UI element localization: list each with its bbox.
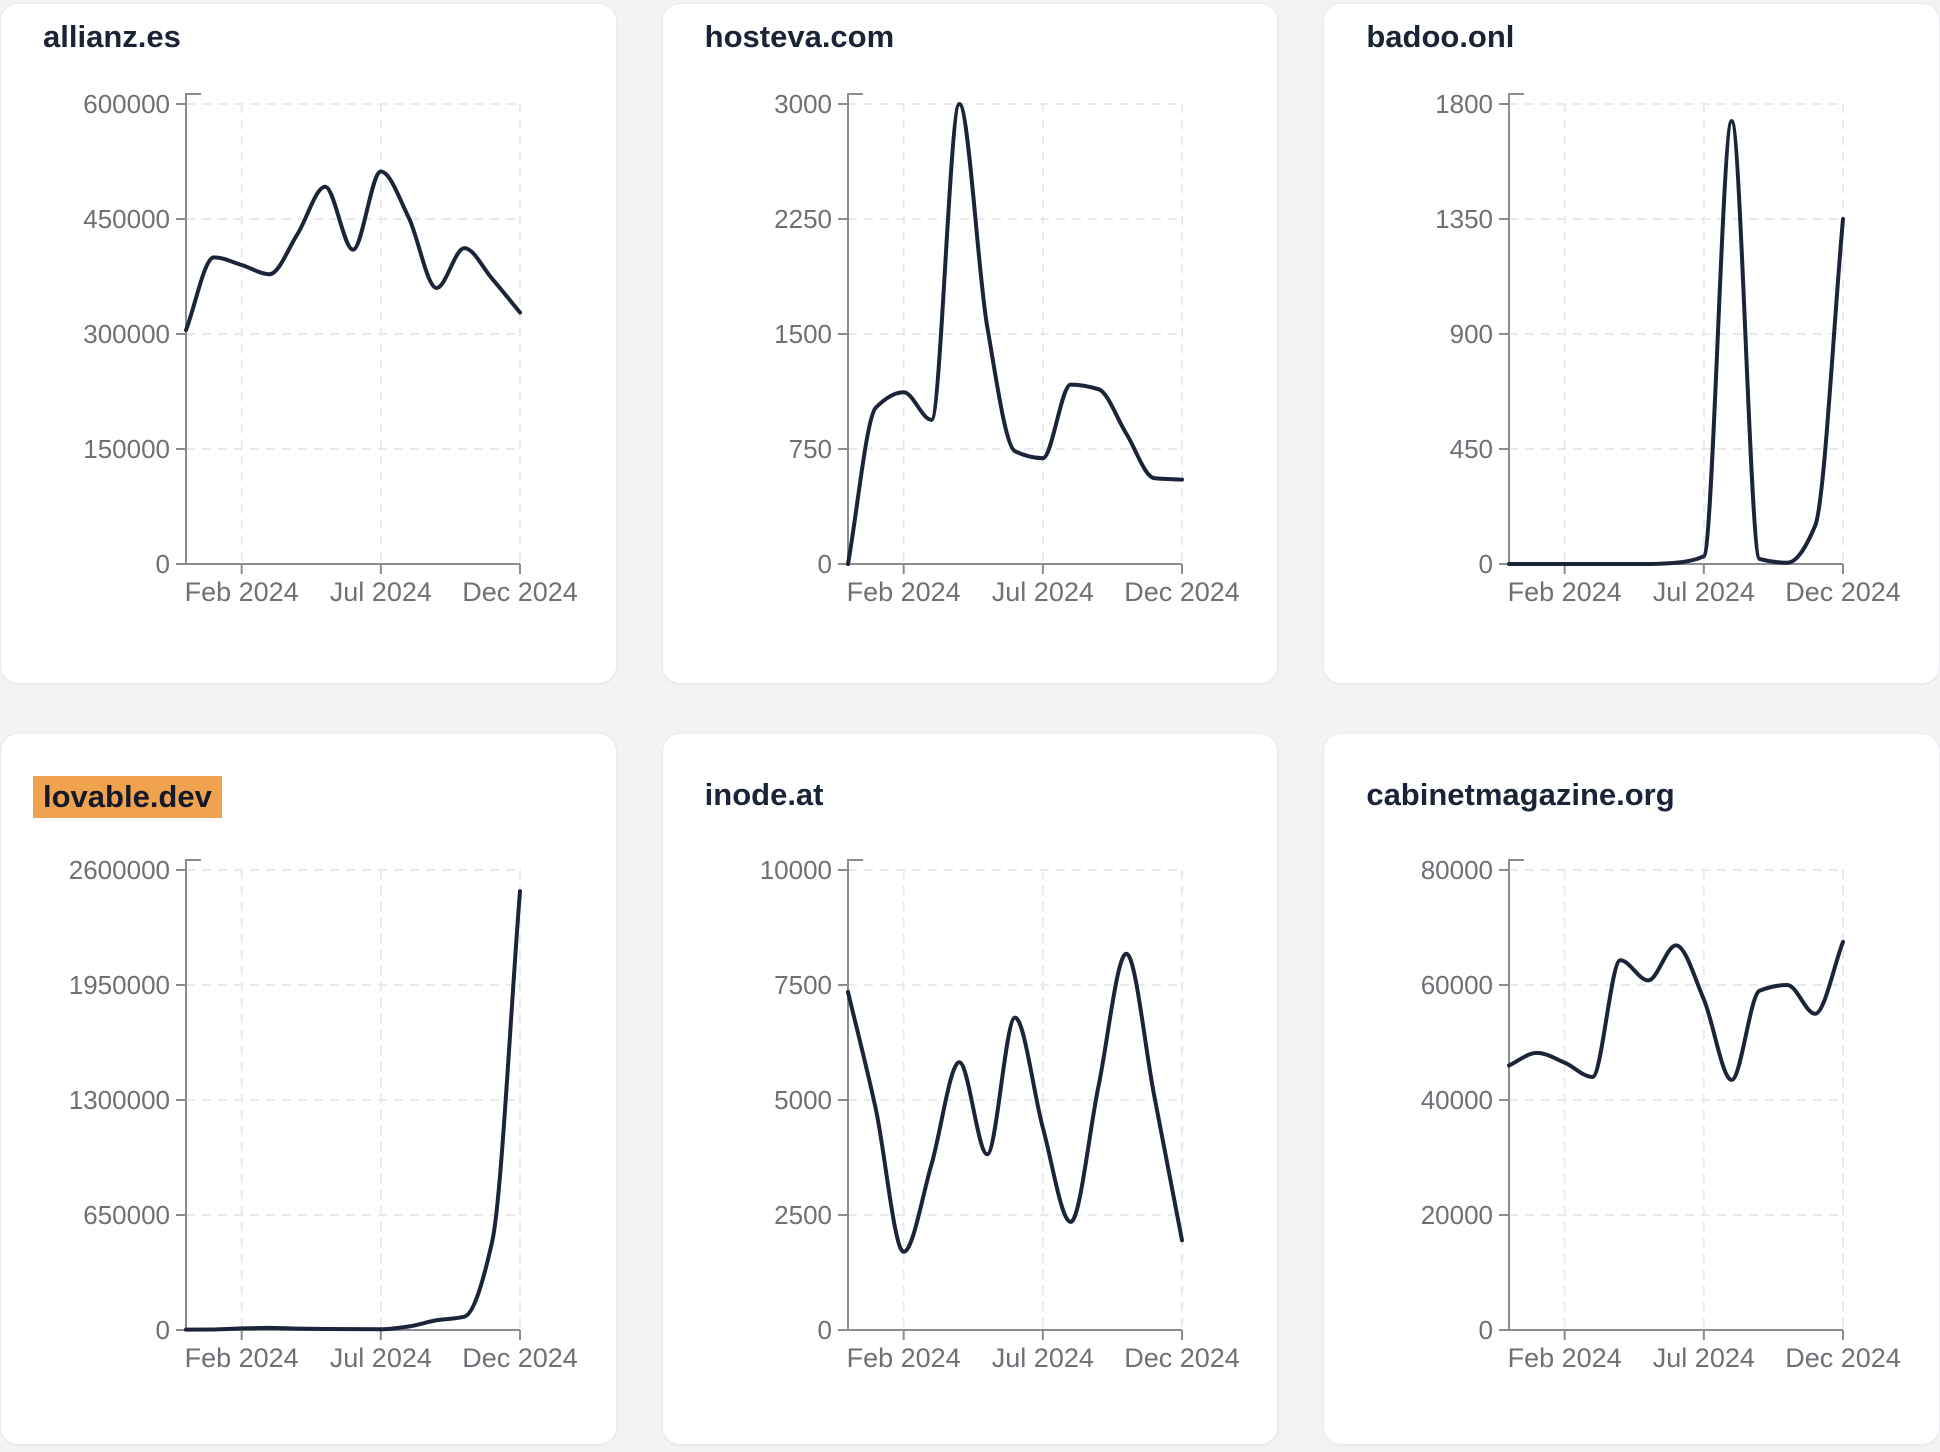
svg-text:Jul 2024: Jul 2024	[330, 1343, 432, 1373]
chart-card-inode: inode.at 0 2500 5000 7500 10000 Feb 2024 Jul 2…	[661, 733, 1279, 1445]
svg-text:Feb 2024: Feb 2024	[846, 1343, 960, 1373]
chart-title: cabinetmagazine.org	[1366, 777, 1675, 812]
line-chart: 0 150000 300000 450000 600000 Feb 2024 Jul 202…	[83, 89, 578, 607]
svg-text:750: 750	[788, 434, 831, 464]
svg-text:0: 0	[156, 1315, 170, 1345]
svg-text:Feb 2024: Feb 2024	[185, 577, 299, 607]
svg-text:20000: 20000	[1421, 1200, 1493, 1230]
line-chart: 0 2500 5000 7500 10000 Feb 2024 Jul 2024 Dec 20…	[759, 855, 1240, 1373]
svg-text:0: 0	[1479, 1315, 1493, 1345]
svg-text:10000: 10000	[759, 855, 831, 885]
svg-text:5000: 5000	[774, 1085, 832, 1115]
svg-text:Jul 2024: Jul 2024	[1653, 1343, 1755, 1373]
chart-title: hosteva.com	[704, 19, 895, 54]
svg-text:1350: 1350	[1435, 204, 1493, 234]
svg-text:1500: 1500	[774, 319, 832, 349]
svg-text:0: 0	[156, 549, 170, 579]
svg-text:Feb 2024: Feb 2024	[1508, 1343, 1622, 1373]
svg-text:40000: 40000	[1421, 1085, 1493, 1115]
svg-text:Feb 2024: Feb 2024	[846, 577, 960, 607]
svg-text:1950000: 1950000	[69, 970, 170, 1000]
svg-text:300000: 300000	[83, 319, 170, 349]
chart-card-hosteva: hosteva.com 0 750 1500 2250 3000 Feb 2024 Jul …	[661, 3, 1279, 684]
svg-text:Jul 2024: Jul 2024	[991, 577, 1093, 607]
svg-text:Dec 2024: Dec 2024	[1124, 1343, 1240, 1373]
svg-text:Jul 2024: Jul 2024	[330, 577, 432, 607]
svg-text:Feb 2024: Feb 2024	[185, 1343, 299, 1373]
svg-text:Jul 2024: Jul 2024	[991, 1343, 1093, 1373]
svg-text:80000: 80000	[1421, 855, 1493, 885]
svg-text:1300000: 1300000	[69, 1085, 170, 1115]
svg-text:3000: 3000	[774, 89, 832, 119]
svg-text:Dec 2024: Dec 2024	[462, 577, 578, 607]
line-chart: 0 750 1500 2250 3000 Feb 2024 Jul 2024 Dec 2024	[774, 89, 1240, 607]
svg-text:Dec 2024: Dec 2024	[1786, 577, 1902, 607]
svg-text:60000: 60000	[1421, 970, 1493, 1000]
svg-text:0: 0	[1479, 549, 1493, 579]
svg-text:900: 900	[1450, 319, 1493, 349]
chart-title-highlighted: lovable.dev	[33, 776, 222, 818]
svg-text:Dec 2024: Dec 2024	[462, 1343, 578, 1373]
svg-text:Dec 2024: Dec 2024	[1124, 577, 1240, 607]
svg-text:2600000: 2600000	[69, 855, 170, 885]
chart-card-badoo: badoo.onl 0 450 900 1350 1800 Feb 2024 Jul 202…	[1323, 3, 1940, 684]
chart-title: inode.at	[704, 777, 824, 812]
svg-text:0: 0	[817, 549, 831, 579]
svg-text:450: 450	[1450, 434, 1493, 464]
chart-card-cabinetmagazine: cabinetmagazine.org 0 20000 40000 60000 8000…	[1323, 733, 1940, 1445]
svg-text:Jul 2024: Jul 2024	[1653, 577, 1755, 607]
svg-text:450000: 450000	[83, 204, 170, 234]
line-chart: 0 20000 40000 60000 80000 Feb 2024 Jul 2024 Dec…	[1421, 855, 1902, 1373]
chart-title: badoo.onl	[1366, 19, 1515, 54]
chart-card-lovable: lovable.dev 0 650000 1300000 1950000 2600000…	[0, 733, 617, 1445]
svg-text:7500: 7500	[774, 970, 832, 1000]
svg-text:600000: 600000	[83, 89, 170, 119]
line-chart: 0 450 900 1350 1800 Feb 2024 Jul 2024 Dec 2024	[1435, 89, 1902, 607]
svg-text:0: 0	[817, 1315, 831, 1345]
svg-text:150000: 150000	[83, 434, 170, 464]
svg-text:Dec 2024: Dec 2024	[1786, 1343, 1902, 1373]
chart-title: allianz.es	[43, 19, 181, 54]
svg-text:Feb 2024: Feb 2024	[1508, 577, 1622, 607]
line-chart: 0 650000 1300000 1950000 2600000 Feb 2024 Jul …	[69, 855, 578, 1373]
svg-text:650000: 650000	[83, 1200, 170, 1230]
chart-card-allianz: allianz.es 0 150000 300000 450000 600000 Feb …	[0, 3, 617, 684]
svg-text:2250: 2250	[774, 204, 832, 234]
svg-text:2500: 2500	[774, 1200, 832, 1230]
svg-text:1800: 1800	[1435, 89, 1493, 119]
